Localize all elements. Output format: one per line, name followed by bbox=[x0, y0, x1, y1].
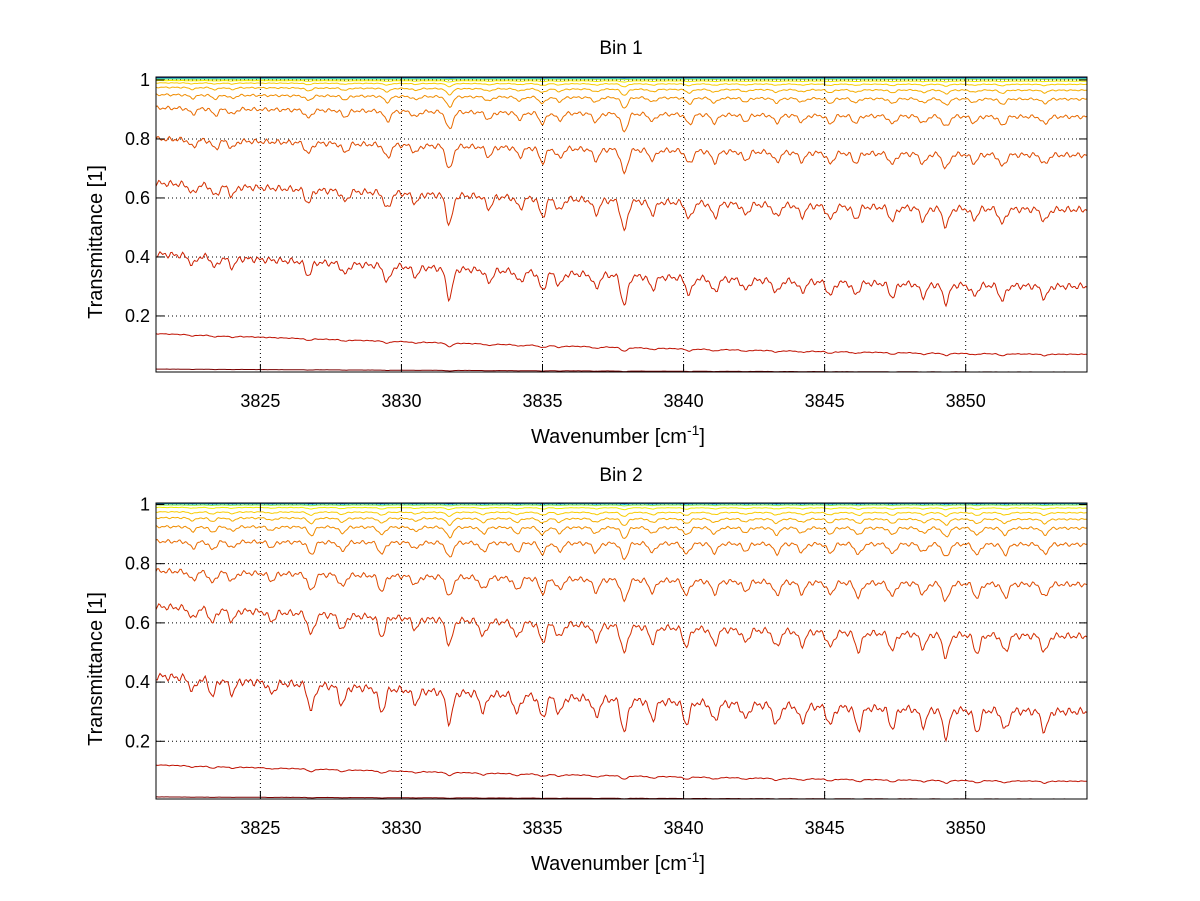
series-line-curve-06 bbox=[155, 105, 1088, 133]
ticks bbox=[156, 77, 1087, 372]
x-axis-label: Wavenumber [cm-1] bbox=[531, 849, 705, 875]
ticks bbox=[156, 503, 1087, 799]
axes-frame bbox=[155, 76, 1088, 373]
grid bbox=[156, 503, 1087, 799]
series-line-curve-04 bbox=[155, 179, 1088, 232]
y-tick-label: 1 bbox=[140, 494, 150, 514]
series-line-curve-05 bbox=[155, 567, 1088, 603]
series-line-curve-11 bbox=[155, 504, 1087, 507]
series-line-curve-02 bbox=[155, 333, 1087, 357]
y-axis-label: Transmittance [1] bbox=[85, 592, 107, 746]
y-tick-label: 0.2 bbox=[125, 731, 150, 751]
chart-title: Bin 2 bbox=[599, 465, 642, 486]
x-tick-label: 3830 bbox=[381, 391, 421, 411]
y-tick-label: 0.8 bbox=[125, 129, 150, 149]
series-line-curve-07 bbox=[155, 93, 1088, 109]
y-axis-label: Transmittance [1] bbox=[85, 165, 107, 319]
series-line-curve-03 bbox=[155, 672, 1088, 743]
x-tick-labels: 3825 3830 3835 3840 3845 3850 bbox=[240, 391, 985, 411]
x-tick-label: 3825 bbox=[240, 818, 280, 838]
y-tick-labels: 0.2 0.4 0.6 0.8 1 bbox=[125, 70, 150, 326]
series-line-curve-10 bbox=[155, 79, 1088, 83]
series-line-curve-04 bbox=[155, 603, 1088, 660]
y-tick-label: 0.8 bbox=[125, 554, 150, 574]
series-line-curve-02 bbox=[155, 764, 1088, 785]
y-tick-label: 0.4 bbox=[125, 247, 150, 267]
series-line-curve-05 bbox=[155, 135, 1088, 175]
y-tick-labels: 0.2 0.4 0.6 0.8 1 bbox=[125, 494, 150, 751]
axes-frame bbox=[155, 502, 1088, 800]
y-tick-label: 0.6 bbox=[125, 613, 150, 633]
x-axis-label: Wavenumber [cm-1] bbox=[531, 422, 705, 448]
chart-bin-2: Bin 2 3825 3830 3835 3840 3845 3850 0.2 … bbox=[85, 465, 1088, 875]
x-tick-label: 3840 bbox=[664, 818, 704, 838]
series-line-curve-03 bbox=[155, 251, 1088, 308]
x-tick-label: 3845 bbox=[805, 818, 845, 838]
series-line-curve-08 bbox=[155, 86, 1088, 96]
x-tick-label: 3840 bbox=[664, 391, 704, 411]
series-line-curve-11 bbox=[155, 78, 1087, 81]
x-tick-label: 3835 bbox=[522, 818, 562, 838]
y-tick-label: 0.4 bbox=[125, 672, 150, 692]
series-line-curve-09 bbox=[155, 510, 1087, 518]
x-tick-labels: 3825 3830 3835 3840 3845 3850 bbox=[240, 818, 985, 838]
chart-bin-1: Bin 1 3825 3830 3835 3840 3845 3850 0.2 … bbox=[85, 38, 1088, 448]
y-tick-label: 0.2 bbox=[125, 306, 150, 326]
x-tick-label: 3850 bbox=[946, 818, 986, 838]
y-tick-label: 0.6 bbox=[125, 188, 150, 208]
x-tick-label: 3830 bbox=[381, 818, 421, 838]
y-tick-label: 1 bbox=[140, 70, 150, 90]
chart-title: Bin 1 bbox=[599, 38, 642, 59]
series-line-curve-12 bbox=[155, 503, 1087, 505]
series-line-curve-07 bbox=[155, 525, 1088, 539]
series-line-curve-08 bbox=[155, 516, 1088, 527]
x-tick-label: 3845 bbox=[805, 391, 845, 411]
series-line-curve-10 bbox=[155, 506, 1088, 511]
x-tick-label: 3850 bbox=[946, 391, 986, 411]
series-group bbox=[155, 77, 1088, 373]
x-tick-label: 3825 bbox=[240, 391, 280, 411]
series-line-curve-06 bbox=[155, 538, 1088, 561]
series-line-curve-09 bbox=[155, 82, 1087, 88]
x-tick-label: 3835 bbox=[522, 391, 562, 411]
